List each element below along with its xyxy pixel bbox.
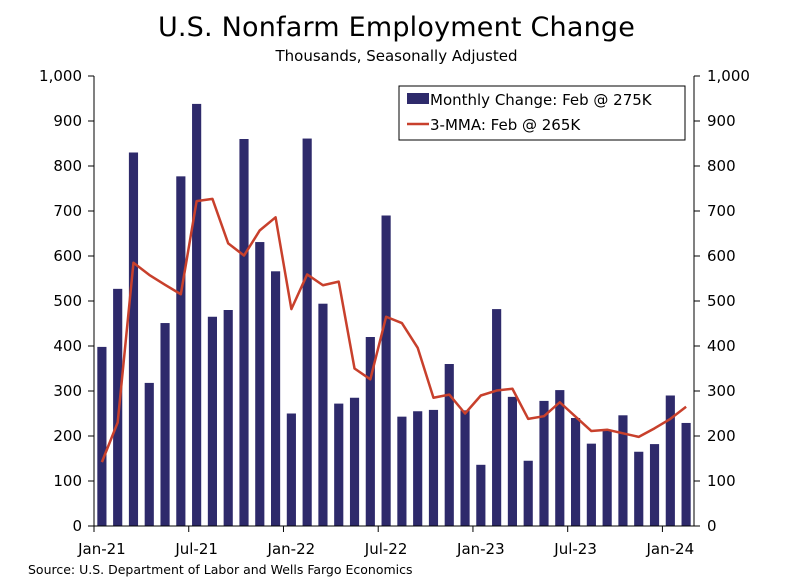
bar-Nov-21: [255, 242, 265, 527]
bar-Feb-24: [681, 422, 691, 526]
bar-Oct-22: [428, 409, 439, 526]
bar-Sep-21: [223, 310, 233, 526]
y-tick-label-right: 900: [707, 112, 736, 130]
bar-May-22: [349, 397, 360, 526]
y-tick-label-left: 700: [53, 202, 82, 220]
bar-Dec-23: [649, 444, 660, 526]
y-tick-label-left: 400: [53, 337, 82, 355]
bar-Feb-22: [302, 138, 312, 527]
bar-May-21: [160, 323, 170, 526]
bar-Jan-21: [97, 346, 107, 526]
bar-Sep-23: [602, 430, 612, 526]
chart-canvas: 0 0 100 100 200 200 300 300 400 400 500 500 600 600 70…: [39, 67, 750, 558]
x-tick-label-Jan-24: Jan-24: [646, 540, 695, 558]
y-tick-label-right: 400: [707, 337, 736, 355]
bar-Jul-23: [571, 418, 581, 526]
y-tick-label-left: 500: [53, 292, 82, 310]
chart-title: U.S. Nonfarm Employment Change: [157, 12, 636, 43]
axes-layer: 0 0 100 100 200 200 300 300 400 400 500 500 600 600 70…: [39, 67, 750, 558]
x-tick-label-Jan-21: Jan-21: [77, 540, 126, 558]
y-tick-label-right: 100: [707, 472, 736, 490]
bar-Mar-22: [318, 303, 328, 526]
y-tick-label-right: 1,000: [707, 67, 750, 85]
y-tick-label-left: 600: [53, 247, 82, 265]
bar-Jun-21: [176, 176, 186, 526]
bar-Jul-21: [192, 103, 202, 527]
bar-Feb-21: [113, 288, 123, 526]
bar-Jan-24: [665, 395, 675, 526]
y-tick-label-right: 0: [707, 517, 717, 535]
y-tick-label-right: 200: [707, 427, 736, 445]
bar-Oct-21: [239, 139, 249, 526]
y-tick-label-right: 600: [707, 247, 736, 265]
bar-Jan-22: [286, 413, 296, 526]
bar-Jun-23: [555, 390, 565, 526]
y-tick-label-left: 200: [53, 427, 82, 445]
bar-Jan-23: [476, 464, 486, 526]
x-tick-label-Jan-23: Jan-23: [456, 540, 505, 558]
x-tick-label-Jul-23: Jul-23: [553, 540, 597, 558]
bar-Aug-23: [586, 443, 596, 526]
bar-Apr-21: [144, 382, 154, 526]
x-tick-label-Jan-22: Jan-22: [267, 540, 316, 558]
legend-box: [398, 85, 686, 141]
bar-Aug-22: [397, 416, 407, 526]
bar-Apr-23: [523, 460, 533, 526]
bar-Dec-21: [271, 271, 281, 526]
bar-Jun-22: [365, 337, 375, 526]
y-tick-label-left: 100: [53, 472, 82, 490]
bar-Apr-22: [334, 403, 344, 526]
x-tick-label-Jul-21: Jul-21: [174, 540, 218, 558]
y-tick-label-left: 0: [72, 517, 82, 535]
bar-May-23: [539, 400, 549, 526]
chart-subtitle: Thousands, Seasonally Adjusted: [275, 47, 518, 65]
x-tick-label-Jul-22: Jul-22: [364, 540, 408, 558]
legend-swatch-bar: [407, 93, 429, 104]
y-tick-label-left: 900: [53, 112, 82, 130]
legend: Monthly Change: Feb @ 275K 3-MMA: Feb @ …: [398, 85, 686, 141]
bar-Sep-22: [413, 411, 423, 526]
bar-Feb-23: [492, 309, 502, 526]
bars-layer: [97, 103, 691, 527]
bar-Dec-22: [460, 410, 470, 526]
bar-Nov-23: [634, 451, 644, 526]
y-tick-label-right: 800: [707, 157, 736, 175]
line-layer: [100, 197, 687, 463]
bar-Aug-21: [207, 316, 217, 526]
bar-Jul-22: [381, 215, 391, 526]
line-3mma: [100, 197, 687, 463]
bar-Nov-22: [444, 364, 454, 526]
bar-Oct-23: [618, 415, 628, 526]
bar-Mar-21: [128, 152, 139, 526]
y-tick-label-left: 1,000: [39, 67, 82, 85]
y-tick-label-left: 800: [53, 157, 82, 175]
bar-Mar-23: [507, 396, 517, 526]
y-tick-label-left: 300: [53, 382, 82, 400]
y-tick-label-right: 500: [707, 292, 736, 310]
legend-label-3mma: 3-MMA: Feb @ 265K: [430, 116, 581, 134]
y-tick-label-right: 300: [707, 382, 736, 400]
legend-label-monthly-change: Monthly Change: Feb @ 275K: [430, 91, 653, 109]
y-tick-label-right: 700: [707, 202, 736, 220]
source-note: Source: U.S. Department of Labor and Wel…: [28, 562, 413, 577]
